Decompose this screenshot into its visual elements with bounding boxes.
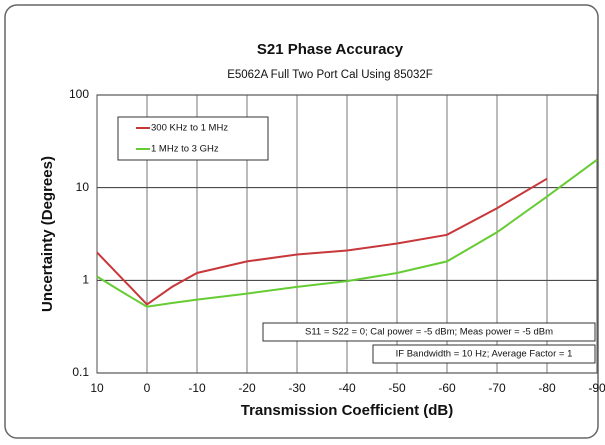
x-tick-label: -30 — [288, 381, 306, 395]
x-tick-label: -70 — [488, 381, 506, 395]
x-tick-label: -10 — [188, 381, 206, 395]
chart-subtitle: E5062A Full Two Port Cal Using 85032F — [227, 69, 433, 81]
annotation: IF Bandwidth = 10 Hz; Average Factor = 1 — [396, 349, 573, 360]
series-line — [96, 177, 548, 306]
x-tick-label: -40 — [338, 381, 356, 395]
x-axis-label: Transmission Coefficient (dB) — [241, 402, 454, 419]
legend-label: 1 MHz to 3 GHz — [151, 144, 219, 155]
legend-label: 300 KHz to 1 MHz — [151, 123, 228, 134]
series-line — [96, 158, 598, 308]
annotation-box — [262, 322, 596, 342]
y-tick-label: 10 — [76, 180, 90, 194]
y-tick-label: 100 — [69, 87, 89, 101]
annotation-box — [372, 344, 596, 364]
x-tick-label: -80 — [538, 381, 556, 395]
legend-box — [117, 116, 269, 161]
x-tick-label: -90 — [588, 381, 605, 395]
x-tick-label: 10 — [90, 381, 104, 395]
y-tick-label: 1 — [82, 273, 89, 287]
annotation: S11 = S22 = 0; Cal power = -5 dBm; Meas … — [305, 327, 553, 338]
chart-title: S21 Phase Accuracy — [257, 41, 404, 58]
y-axis-label: Uncertainty (Degrees) — [39, 156, 56, 312]
x-tick-label: -50 — [388, 381, 406, 395]
y-tick-label: 0.1 — [72, 365, 89, 379]
x-tick-label: -20 — [238, 381, 256, 395]
x-tick-label: -60 — [438, 381, 456, 395]
x-tick-label: 0 — [144, 381, 151, 395]
